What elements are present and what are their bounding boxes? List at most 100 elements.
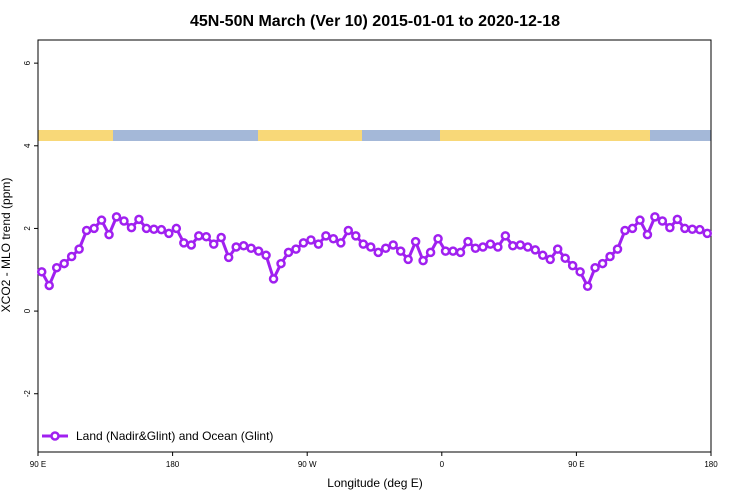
data-point — [238, 241, 249, 251]
data-point — [74, 244, 84, 254]
data-point — [313, 239, 324, 249]
data-point — [351, 231, 361, 241]
data-point — [657, 216, 668, 226]
data-point — [635, 215, 645, 225]
data-point — [231, 242, 241, 252]
data-point — [560, 253, 570, 263]
x-tick-label: 0 — [440, 460, 445, 469]
data-point — [590, 262, 600, 273]
x-axis-label: Longitude (deg E) — [327, 476, 422, 490]
data-point — [291, 244, 301, 254]
data-point — [567, 260, 578, 271]
data-point — [186, 240, 197, 250]
y-axis-label: XCO2 - MLO trend (ppm) — [0, 178, 13, 313]
data-point — [695, 224, 705, 235]
x-tick-label: 90 E — [30, 460, 46, 469]
data-point — [552, 244, 563, 254]
data-point — [687, 224, 698, 235]
data-point — [500, 231, 511, 241]
chart-title: 45N-50N March (Ver 10) 2015-01-01 to 202… — [190, 13, 560, 30]
data-point — [485, 239, 496, 249]
data-point — [642, 229, 653, 240]
data-point — [403, 254, 413, 265]
data-point — [216, 232, 226, 243]
plot-frame — [37, 39, 712, 453]
data-point — [119, 216, 129, 226]
data-point — [523, 242, 533, 252]
x-tick-label: 180 — [166, 460, 180, 469]
data-point — [328, 234, 339, 244]
data-point — [470, 243, 481, 254]
data-point — [81, 225, 92, 236]
data-point — [194, 231, 204, 241]
legend-marker — [50, 431, 60, 441]
data-point — [253, 246, 264, 256]
data-point — [171, 223, 182, 234]
data-point — [418, 255, 428, 266]
data-point — [620, 225, 630, 236]
data-point — [149, 224, 159, 235]
data-point — [612, 244, 623, 254]
data-point — [455, 247, 466, 258]
data-point — [440, 246, 451, 256]
data-point — [545, 254, 555, 265]
data-point — [380, 243, 391, 254]
data-point — [358, 239, 369, 249]
y-tick-label: 0 — [23, 308, 32, 313]
data-point — [261, 250, 271, 261]
data-point — [141, 223, 152, 234]
data-point — [111, 212, 122, 222]
y-tick-label: -2 — [23, 390, 32, 398]
data-point — [134, 214, 144, 225]
y-tick-label: 6 — [23, 60, 32, 65]
data-point — [463, 236, 473, 247]
data-point — [246, 243, 256, 254]
data-point — [665, 222, 675, 233]
data-point — [276, 258, 286, 269]
data-point — [59, 258, 69, 269]
data-point — [51, 262, 62, 273]
data-point — [343, 225, 354, 236]
data-point — [306, 235, 316, 245]
data-point — [164, 228, 174, 239]
data-point — [104, 229, 114, 240]
data-point — [530, 245, 541, 255]
data-point — [36, 267, 47, 277]
data-point — [425, 247, 436, 258]
data-point — [208, 239, 219, 249]
data-point — [201, 231, 211, 242]
data-point — [582, 281, 593, 292]
data-point — [515, 240, 526, 250]
data-point — [395, 246, 406, 256]
data-point — [388, 240, 398, 250]
data-point — [366, 242, 376, 252]
y-tick-label: 4 — [23, 143, 32, 148]
data-point — [538, 250, 548, 261]
data-point — [321, 231, 331, 241]
data-point — [179, 238, 189, 248]
land-ocean-strip — [38, 130, 711, 141]
data-point — [627, 223, 638, 234]
data-point — [597, 258, 608, 269]
data-point — [702, 228, 713, 239]
data-point — [575, 267, 585, 277]
data-point — [156, 224, 167, 235]
data-point — [336, 238, 346, 248]
x-tick-label: 180 — [704, 460, 718, 469]
data-point — [44, 280, 54, 291]
data-point — [605, 251, 615, 262]
data-point — [126, 222, 137, 233]
data-point — [433, 234, 443, 244]
y-tick-label: 2 — [23, 226, 32, 231]
data-point — [448, 246, 458, 256]
data-point — [493, 242, 503, 252]
data-point — [96, 215, 107, 225]
data-point — [478, 242, 488, 252]
data-point — [223, 252, 234, 263]
data-point — [283, 247, 294, 258]
x-tick-label: 90 W — [298, 460, 317, 469]
data-point — [508, 241, 518, 251]
data-point — [410, 236, 421, 247]
data-point — [680, 223, 690, 234]
data-point — [66, 251, 77, 262]
